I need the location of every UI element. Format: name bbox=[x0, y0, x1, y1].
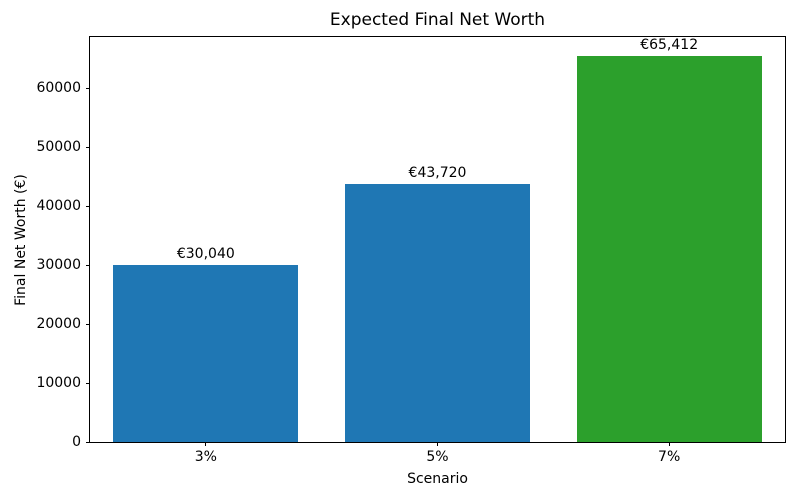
bar-value-label: €65,412 bbox=[640, 37, 699, 54]
x-tick-mark bbox=[437, 442, 438, 446]
x-axis-ticks: 3% 5% 7% bbox=[90, 37, 785, 465]
bar-3%: €30,040 bbox=[113, 246, 299, 442]
x-axis-label: Scenario bbox=[407, 471, 468, 487]
x-tick-label: 7% bbox=[658, 449, 681, 465]
y-tick-mark bbox=[86, 87, 90, 89]
y-tick-label: 30000 bbox=[36, 257, 81, 274]
y-tick-label: 0 bbox=[72, 434, 81, 450]
plot-area: 0 10000 20000 30000 40000 50000 60000 €30,040 €… bbox=[36, 36, 786, 465]
y-tick-label: 10000 bbox=[36, 375, 81, 392]
x-tick-label: 3% bbox=[194, 449, 217, 465]
x-tick-mark bbox=[668, 442, 670, 446]
y-tick-mark bbox=[86, 382, 90, 384]
y-tick-label: 20000 bbox=[36, 316, 81, 333]
x-tick-mark bbox=[205, 442, 207, 446]
x-tick-label: 5% bbox=[426, 449, 449, 465]
y-tick-label: 50000 bbox=[36, 139, 81, 156]
bar-value-label: €30,040 bbox=[176, 245, 235, 262]
y-tick-mark bbox=[86, 205, 90, 207]
y-tick-mark bbox=[86, 441, 90, 443]
bar-7%: €65,412 bbox=[576, 37, 762, 442]
y-axis-ticks: 0 10000 20000 30000 40000 50000 60000 bbox=[36, 37, 785, 449]
y-tick-mark bbox=[86, 264, 90, 266]
y-axis-label: Final Net Worth (€) bbox=[13, 174, 29, 306]
y-tick-mark bbox=[86, 323, 90, 325]
y-tick-label: 40000 bbox=[36, 198, 81, 215]
bar-5%: €43,720 bbox=[344, 165, 531, 442]
chart-title: Expected Final Net Worth bbox=[329, 10, 546, 30]
bar-value-label: €43,720 bbox=[408, 165, 467, 182]
bars-layer: €30,040 €43,720 €65,412 bbox=[90, 37, 785, 442]
y-tick-mark bbox=[86, 146, 90, 148]
y-tick-label: 60000 bbox=[36, 80, 81, 97]
